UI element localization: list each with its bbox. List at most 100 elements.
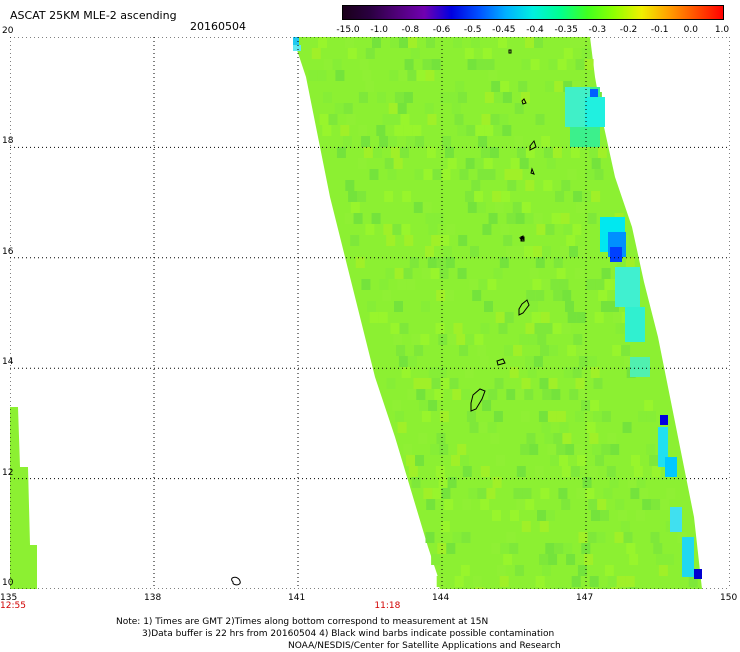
map-grid [10,37,730,589]
swath-cell [607,576,617,587]
swath-cell [369,312,379,323]
swath-cell [633,466,643,477]
swath-cell [625,576,635,587]
swath-cell [691,587,701,589]
swath-cell [538,411,548,422]
swath-cell [357,191,367,202]
swath-cell [628,587,638,589]
swath-cell [502,125,512,136]
lat-tick-label: 10 [2,578,14,588]
swath-cell [399,323,409,334]
swath-cell [573,334,583,345]
swath-cell [487,279,497,290]
swath-cell [435,323,445,334]
swath-cell [496,455,505,466]
swath-cell [422,378,432,389]
swath-cell [526,433,536,444]
guam-outline [470,388,486,412]
swath-cell [522,488,532,499]
swath-cell [621,345,631,356]
swath-cell [425,532,435,543]
swath-cell [411,334,421,345]
swath-cell [428,400,438,411]
swath-cell [483,158,493,169]
swath-cell [649,455,658,466]
swath-cell [513,345,523,356]
swath-cell [465,158,475,169]
swath-cell [346,114,356,125]
swath-cell [470,246,479,257]
time-label: 11:18 [374,601,401,611]
footnotes: Note: 1) Times are GMT 2)Times along bot… [116,616,561,652]
swath-cell [572,81,582,92]
swath-cell [426,37,435,48]
swath-cell [536,224,546,235]
swath-cell [601,301,610,312]
swath-cell [471,180,481,191]
colorbar [342,5,724,20]
swath-cell [569,389,579,400]
time-label: 12:55 [0,601,26,611]
swath-cell [591,191,601,202]
swath-cell [548,554,558,565]
swath-cell [630,357,650,377]
swath-cell [694,569,702,579]
swath-cell [506,532,516,543]
swath-cell [539,378,549,389]
swath-cell [441,169,451,180]
colorbar-tick-label: -0.1 [650,25,669,35]
swath-cell [636,477,646,488]
swath-cell [653,543,663,554]
swath-cell [486,488,496,499]
swath-cell [543,147,553,158]
lat-tick-label: 14 [2,357,14,368]
swath-cell [480,323,490,334]
swath-cell [576,312,586,323]
swath-cell [431,554,441,565]
swath-cell [546,510,555,521]
swath-cell [520,92,530,103]
swath-cell [584,554,594,565]
swath-cell [541,422,551,433]
swath-cell [524,246,533,257]
swath-cell [471,37,480,48]
swath-cell [530,59,540,70]
swath-cell [323,59,333,70]
swath-cell [594,169,604,180]
swath-cell [412,125,422,136]
swath-cell [402,191,412,202]
swath-cell [390,147,400,158]
swath-cell [631,455,640,466]
swath-cell [563,48,573,59]
swath-cell [439,268,449,279]
swath-cell [510,158,520,169]
swath-cell [421,411,431,422]
swath-cell [554,81,564,92]
swath-cell [590,400,600,411]
swath-cell [572,367,582,378]
swath-cell [597,499,607,510]
swath-cell [498,323,508,334]
swath-cell [357,158,367,169]
swath-cell [422,202,432,213]
swath-cell [600,510,609,521]
swath-cell [548,378,558,389]
swath-cell [547,411,557,422]
swath-cell [406,455,415,466]
swath-cell [444,147,454,158]
swath-cell [440,521,450,532]
swath-cell [414,169,424,180]
swath-cell [488,70,498,81]
swath-cell [439,444,449,455]
swath-cell [474,191,484,202]
swath-cell [556,587,566,589]
swath-cell [566,235,576,246]
lat-tick-label: 18 [2,136,14,147]
swath-cell [538,587,548,589]
swath-cell [436,576,446,587]
swath-cell [432,488,442,499]
swath-cell [466,125,476,136]
colorbar-labels: -15.0 -1.0 -0.8 -0.6 -0.5 -0.45 -0.4 -0.35 -0.3 -… [336,25,730,37]
swath-cell [509,367,519,378]
swath-cell [478,279,488,290]
